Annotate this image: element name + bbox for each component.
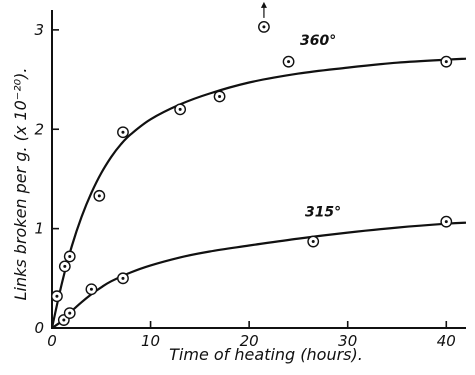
data-point-dot <box>62 318 66 322</box>
data-point-series-1 <box>307 235 320 248</box>
data-point-dot <box>262 25 266 29</box>
y-axis-title: Links broken per g. (x 10⁻²⁰). <box>11 68 30 301</box>
data-points <box>51 20 453 326</box>
x-tick-label: 10 <box>141 332 160 350</box>
series-curve-0 <box>50 57 467 329</box>
series-label: 360° <box>300 33 336 49</box>
data-point-dot <box>68 254 72 258</box>
data-point-series-0 <box>58 260 71 273</box>
data-point-series-0 <box>213 90 226 103</box>
data-point-dot <box>89 287 93 291</box>
data-point-series-0 <box>174 103 187 116</box>
data-point-dot <box>68 311 72 315</box>
x-tick-label: 40 <box>437 332 456 350</box>
data-point-dot <box>444 220 448 224</box>
data-point-series-0 <box>63 250 76 263</box>
data-point-series-0 <box>93 189 106 202</box>
series-curve-1 <box>51 221 467 329</box>
data-point-series-0 <box>117 126 129 139</box>
data-point-dot <box>287 60 291 64</box>
off-scale-arrowhead <box>260 1 267 8</box>
data-point-dot <box>178 107 182 111</box>
data-point-dot <box>63 264 67 268</box>
x-axis-title: Time of heating (hours). <box>169 345 363 364</box>
data-point-dot <box>55 294 59 298</box>
series-label: 315° <box>305 205 341 221</box>
data-point-series-1 <box>440 215 453 228</box>
data-point-dot <box>311 240 315 244</box>
data-point-dot <box>218 94 222 98</box>
data-point-series-1 <box>85 283 98 296</box>
y-tick-label: 0 <box>34 319 44 337</box>
data-point-dot <box>121 130 125 134</box>
data-point-series-1 <box>117 272 129 285</box>
annotations: 360° 315° <box>260 1 341 221</box>
data-point-series-0 <box>282 55 295 68</box>
data-point-series-0 <box>258 20 270 33</box>
data-point-dot <box>121 276 125 280</box>
y-tick-label: 3 <box>34 21 44 39</box>
data-point-series-0 <box>51 290 63 303</box>
x-tick-label: 30 <box>338 332 357 350</box>
fitted-curves <box>50 57 467 329</box>
data-point-dot <box>444 60 448 64</box>
data-point-series-1 <box>63 307 76 319</box>
y-axis-title-group: Links broken per g. (x 10⁻²⁰). <box>11 68 30 301</box>
axes: 0 10 20 30 40 0 1 2 3 <box>34 10 466 350</box>
x-tick-label: 20 <box>240 332 259 350</box>
y-tick-label: 2 <box>34 120 44 138</box>
data-point-dot <box>97 194 101 198</box>
data-point-series-0 <box>440 55 453 68</box>
y-tick-label: 1 <box>34 220 44 238</box>
x-tick-label: 0 <box>47 332 57 350</box>
